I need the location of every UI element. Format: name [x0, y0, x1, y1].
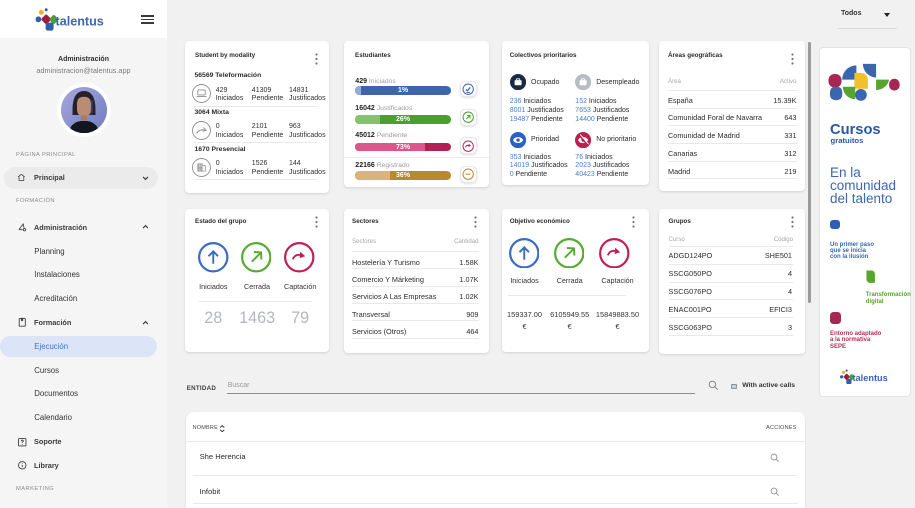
svg-text:talentus: talentus [56, 15, 104, 29]
svg-text:talentus: talentus [853, 373, 888, 383]
